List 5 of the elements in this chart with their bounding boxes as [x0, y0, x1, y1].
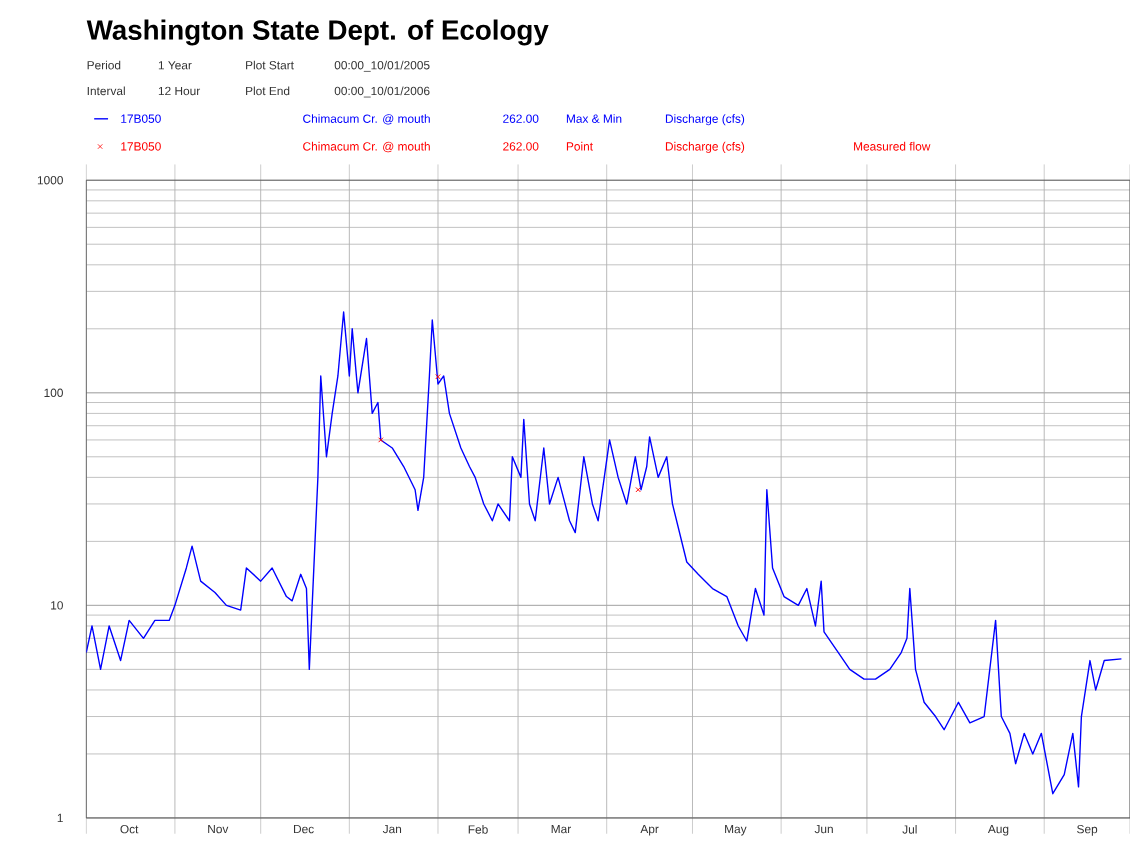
line-series — [86, 311, 1123, 795]
point — [435, 374, 441, 380]
chart-title: Washington State Dept. of Ecology — [86, 19, 549, 46]
point — [378, 437, 384, 443]
point — [635, 487, 641, 493]
